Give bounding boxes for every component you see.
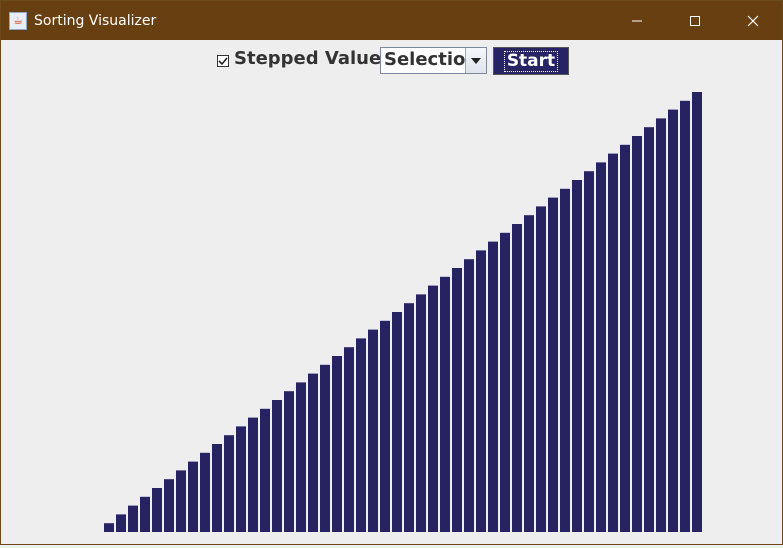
bar-23	[368, 329, 378, 532]
title-bar[interactable]: ☕ Sorting Visualizer	[1, 1, 782, 40]
bar-49	[680, 100, 690, 533]
bar-8	[188, 461, 198, 532]
bar-18	[308, 373, 318, 532]
bar-48	[668, 109, 678, 532]
bar-29	[440, 276, 450, 532]
bar-41	[584, 171, 594, 532]
bar-3	[128, 505, 138, 532]
start-button[interactable]: Start	[493, 47, 569, 75]
minimize-button[interactable]	[608, 1, 666, 40]
bar-30	[452, 268, 462, 532]
bar-46	[644, 127, 654, 532]
bar-26	[404, 303, 414, 532]
java-app-icon: ☕	[9, 11, 27, 30]
bar-35	[512, 224, 522, 532]
bar-4	[140, 496, 150, 532]
bar-27	[416, 294, 426, 532]
algorithm-select[interactable]: Selection	[380, 47, 487, 74]
maximize-icon	[690, 15, 700, 26]
bar-34	[500, 232, 510, 533]
bar-13	[248, 417, 258, 532]
bar-22	[356, 338, 366, 532]
bar-6	[164, 479, 174, 532]
bar-10	[212, 444, 222, 532]
visualizer-canvas	[1, 81, 782, 544]
bar-38	[548, 197, 558, 532]
bar-1	[104, 523, 114, 532]
bar-5	[152, 488, 162, 532]
bar-42	[596, 162, 606, 532]
bar-12	[236, 426, 246, 532]
stepped-values-checkbox[interactable]	[217, 55, 229, 67]
dropdown-arrow-button[interactable]	[465, 48, 486, 73]
bar-17	[296, 382, 306, 532]
bar-9	[200, 452, 210, 532]
bar-25	[392, 312, 402, 532]
bar-28	[428, 285, 438, 532]
bar-39	[560, 188, 570, 533]
bar-16	[284, 391, 294, 532]
bar-14	[260, 408, 270, 532]
bar-36	[524, 215, 534, 532]
close-icon	[747, 15, 759, 26]
bar-2	[116, 514, 126, 532]
chevron-down-icon	[471, 57, 481, 64]
checkmark-icon	[218, 57, 228, 66]
bar-43	[608, 153, 618, 532]
bar-40	[572, 180, 582, 532]
bar-chart	[104, 92, 702, 533]
bar-20	[332, 356, 342, 532]
bar-33	[488, 241, 498, 532]
bar-31	[464, 259, 474, 532]
bar-50	[692, 92, 702, 532]
minimize-icon	[632, 20, 642, 21]
algorithm-selected-value: Selection	[384, 49, 479, 70]
bar-15	[272, 400, 282, 532]
bar-24	[380, 320, 390, 532]
bar-7	[176, 470, 186, 532]
bar-11	[224, 435, 234, 532]
window-title: Sorting Visualizer	[34, 12, 157, 29]
maximize-button[interactable]	[666, 1, 724, 40]
bar-44	[620, 144, 630, 533]
bar-32	[476, 250, 486, 532]
bar-47	[656, 118, 666, 533]
bar-21	[344, 347, 354, 532]
bar-37	[536, 206, 546, 532]
window-controls	[608, 1, 782, 40]
close-button[interactable]	[724, 1, 782, 40]
bar-19	[320, 364, 330, 532]
toolbar: Stepped Values Selection Start	[1, 45, 782, 77]
start-button-label: Start	[503, 50, 559, 72]
stepped-values-label[interactable]: Stepped Values	[234, 48, 392, 69]
bar-45	[632, 136, 642, 532]
